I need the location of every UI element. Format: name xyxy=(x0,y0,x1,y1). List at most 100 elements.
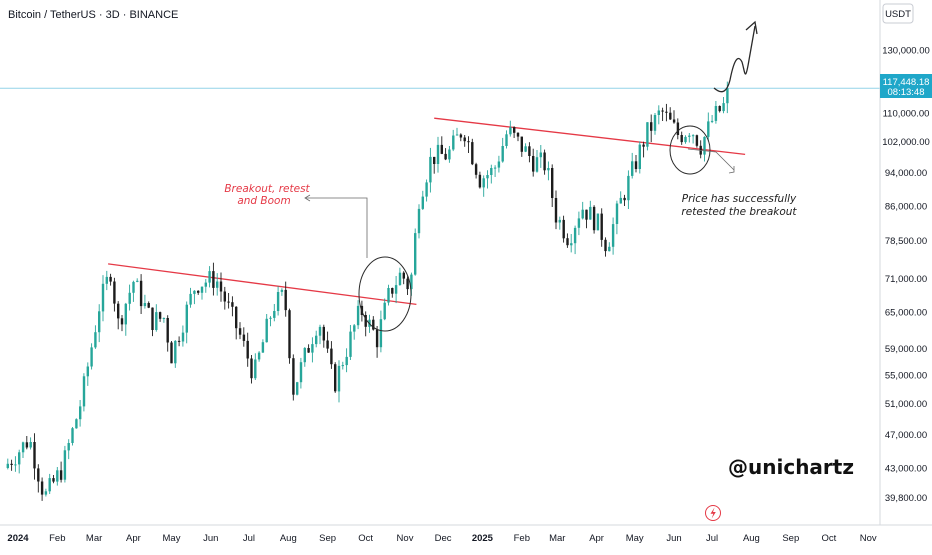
candle xyxy=(158,311,162,322)
candle-body xyxy=(474,164,478,175)
candle-body xyxy=(455,134,459,136)
candle xyxy=(600,208,603,247)
retest-pointer-line xyxy=(687,148,735,171)
candle xyxy=(273,304,276,322)
candle-body xyxy=(10,463,13,465)
candle-body xyxy=(238,328,242,335)
candle xyxy=(345,348,348,373)
candle-body xyxy=(703,136,706,155)
candle xyxy=(117,301,120,330)
candle xyxy=(627,170,630,209)
candle-body xyxy=(600,213,603,240)
retest-label-line2: retested the breakout xyxy=(681,206,797,218)
candle xyxy=(429,147,432,193)
candle xyxy=(691,134,695,144)
candle xyxy=(539,145,542,168)
candle xyxy=(653,113,657,135)
candle-body xyxy=(638,144,641,169)
candle xyxy=(101,275,105,322)
candle xyxy=(551,164,554,207)
currency-box[interactable] xyxy=(882,3,914,24)
candle-body xyxy=(242,334,246,341)
candle-body xyxy=(227,301,230,303)
candle-body xyxy=(543,152,546,171)
candle xyxy=(474,162,478,179)
candle xyxy=(703,136,706,162)
candle xyxy=(566,233,569,248)
candle-body xyxy=(665,111,668,113)
candle-body xyxy=(551,168,554,198)
candle-body xyxy=(707,121,710,137)
price-tick-label: 65,000.00 xyxy=(885,307,927,318)
candle-body xyxy=(155,312,158,330)
time-tick-label: Mar xyxy=(86,533,102,544)
candle xyxy=(589,200,592,220)
trendline-layer xyxy=(108,117,746,306)
candle xyxy=(250,355,253,384)
time-axis[interactable]: 2024 Feb Mar Apr May Jun Jul Aug Sep Oct Nov Dec 202… xyxy=(0,524,932,544)
candle-body xyxy=(653,115,657,131)
candle xyxy=(37,464,40,493)
candle xyxy=(109,273,112,286)
candle-body xyxy=(246,340,249,359)
current-price-tag xyxy=(880,74,932,98)
lightning-icon-bolt xyxy=(710,507,716,519)
candle xyxy=(265,314,268,343)
candle-body xyxy=(345,356,348,366)
lightning-icon[interactable] xyxy=(705,505,721,521)
time-tick-label: Aug xyxy=(743,533,760,544)
candle-body xyxy=(646,122,649,147)
candle xyxy=(684,135,687,144)
candle xyxy=(669,107,672,120)
candle-body xyxy=(101,283,105,312)
candle-body xyxy=(75,419,78,429)
candle xyxy=(467,136,470,153)
candle-body xyxy=(486,175,489,179)
candle xyxy=(642,141,645,158)
time-tick-label: Oct xyxy=(822,533,837,544)
candle-body xyxy=(71,428,74,443)
resistance-trendline-1[interactable] xyxy=(108,263,417,306)
candle-body xyxy=(372,319,375,330)
candle xyxy=(543,149,546,175)
candle-body xyxy=(718,106,721,112)
resistance-trendline-2[interactable] xyxy=(434,117,746,156)
candle xyxy=(604,237,607,257)
candle xyxy=(436,136,440,173)
candle-body xyxy=(596,213,600,231)
price-axis[interactable]: 130,000.00120,000.00110,000.00102,000.00… xyxy=(879,0,932,525)
candle-body xyxy=(573,227,577,244)
candle-body xyxy=(710,120,714,122)
candle xyxy=(174,340,177,368)
candle xyxy=(330,341,333,369)
candle-body xyxy=(410,274,413,290)
candle xyxy=(672,110,676,124)
candle xyxy=(661,107,664,121)
candle-body xyxy=(113,281,116,304)
candle xyxy=(505,130,508,149)
candle xyxy=(608,242,611,252)
candle-body xyxy=(398,272,402,286)
candle-body xyxy=(299,362,303,383)
candle-body xyxy=(337,365,341,392)
candle xyxy=(246,332,249,367)
candle xyxy=(490,164,493,184)
price-tick-label: 59,000.00 xyxy=(885,344,927,355)
candle xyxy=(189,287,192,308)
candle xyxy=(482,175,485,197)
candle-body xyxy=(394,285,398,294)
candle-body xyxy=(691,135,695,137)
candle-body xyxy=(174,340,177,364)
candle-body xyxy=(109,276,112,282)
candle-body xyxy=(280,289,284,292)
candle xyxy=(372,316,375,331)
candle xyxy=(90,343,93,370)
candle-body xyxy=(516,132,520,137)
candle xyxy=(204,279,207,293)
retest-label-line1: Price has successfully xyxy=(682,193,797,205)
candle-body xyxy=(25,442,29,448)
candle-body xyxy=(642,144,645,147)
candle xyxy=(650,114,653,143)
candle xyxy=(611,217,615,255)
candle-body xyxy=(379,319,383,348)
